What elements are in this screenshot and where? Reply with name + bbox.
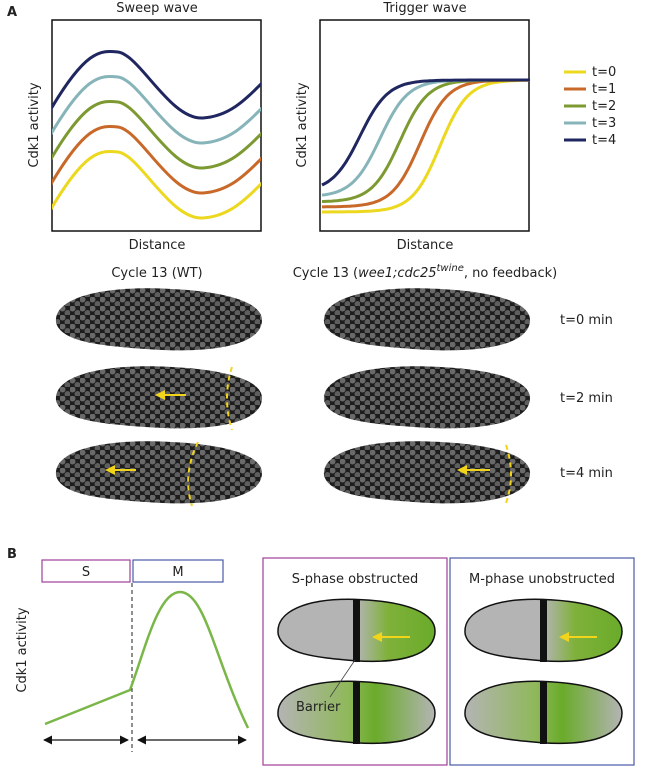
sweep-curve	[52, 149, 261, 220]
legend-label: t=2	[592, 99, 616, 114]
barrier-label: Barrier	[296, 700, 341, 715]
genotype: wee1;cdc25	[358, 266, 436, 281]
embryo-image	[323, 441, 530, 504]
barrier	[353, 600, 360, 662]
embryo-image	[55, 288, 262, 351]
barrier	[540, 600, 547, 662]
time-label: t=4 min	[560, 466, 613, 481]
embryo-image	[323, 288, 530, 351]
sweep-curve	[52, 49, 261, 120]
activity-curve	[44, 590, 250, 729]
image-title: Cycle 13 (wee1;cdc25twine, no feedback)	[293, 263, 558, 281]
plot-frame	[51, 19, 262, 232]
condition-title: M-phase unobstructed	[469, 572, 615, 587]
barrier-pointer	[329, 659, 356, 698]
condition-box	[262, 557, 448, 766]
wave-front	[226, 366, 233, 431]
plot-title: Sweep wave	[116, 1, 198, 16]
x-axis-label: Distance	[129, 238, 186, 253]
legend-label: t=1	[592, 82, 616, 97]
sweep-curves	[52, 49, 261, 220]
plot-title: Trigger wave	[382, 1, 466, 16]
phase-box	[132, 559, 224, 583]
legend-label: t=4	[592, 133, 616, 148]
sweep-curve	[52, 124, 261, 195]
title-part: Cycle 13 (	[293, 266, 358, 281]
condition-title: S-phase obstructed	[292, 572, 418, 587]
y-axis-label: Cdk1 activity	[15, 607, 30, 692]
phase-box	[41, 559, 131, 583]
image-title: Cycle 13 (WT)	[111, 266, 202, 281]
legend-label: t=3	[592, 116, 616, 131]
wave-front	[505, 444, 512, 504]
condition-box	[449, 557, 635, 766]
phase-label: M	[172, 565, 183, 580]
panel-label: B	[7, 547, 17, 562]
x-axis-label: Distance	[397, 238, 454, 253]
phase-label: S	[82, 565, 90, 580]
legend-label: t=0	[592, 65, 616, 80]
y-axis-label: Cdk1 activity	[295, 82, 310, 167]
barrier	[353, 682, 360, 744]
trigger-curve	[321, 78, 530, 187]
plot-frame	[319, 19, 530, 232]
trigger-curve	[322, 78, 530, 214]
time-label: t=0 min	[560, 313, 613, 328]
embryo-image	[55, 366, 262, 429]
embryo-image	[323, 366, 530, 429]
panel-label: A	[7, 5, 17, 20]
barrier	[540, 682, 547, 744]
trigger-curve	[322, 78, 531, 209]
sweep-curve	[52, 99, 261, 170]
title-part: , no feedback)	[464, 266, 557, 281]
sweep-curve	[52, 74, 261, 145]
y-axis-label: Cdk1 activity	[27, 82, 42, 167]
embryo-image	[55, 441, 262, 504]
time-label: t=2 min	[560, 391, 613, 406]
superscript: twine	[437, 263, 464, 274]
